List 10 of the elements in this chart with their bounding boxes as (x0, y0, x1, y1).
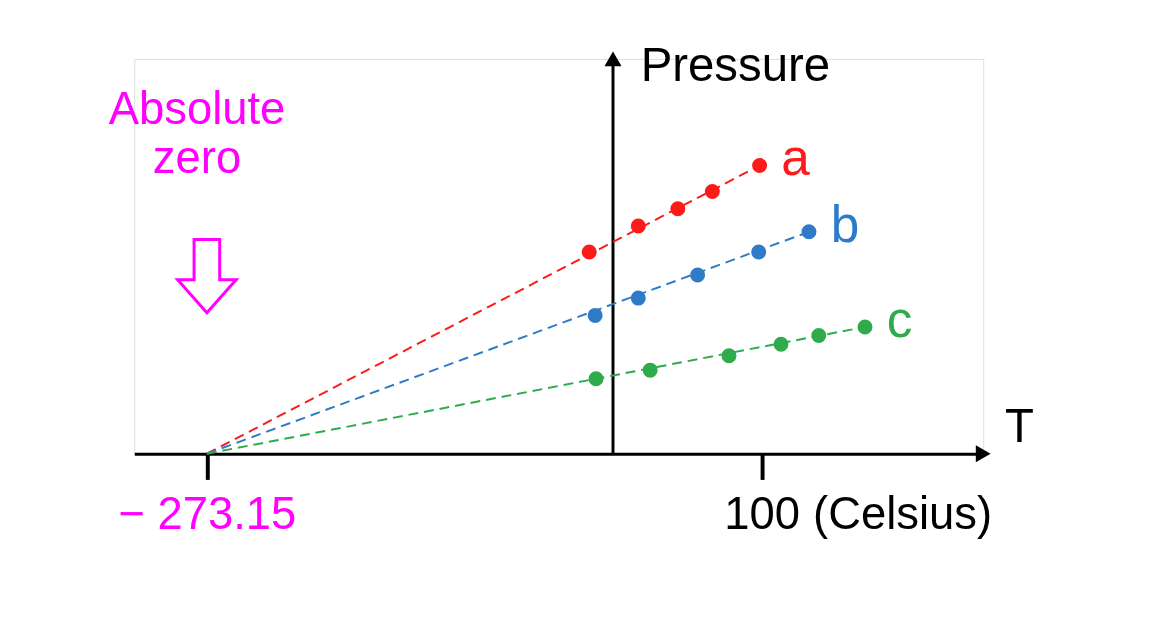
series-label: a (781, 129, 811, 187)
text: (Celsius) (813, 487, 993, 539)
x-tick-label: − 273.15 (118, 488, 297, 540)
point (752, 158, 768, 173)
x-tick-label: 100 (724, 488, 801, 540)
x-axis-title: T (1004, 398, 1034, 452)
series-label: c (886, 290, 913, 348)
annotation: Absolute zero (108, 83, 286, 184)
y-axis-title: Pressure (640, 37, 831, 91)
series-label: b (830, 195, 860, 253)
